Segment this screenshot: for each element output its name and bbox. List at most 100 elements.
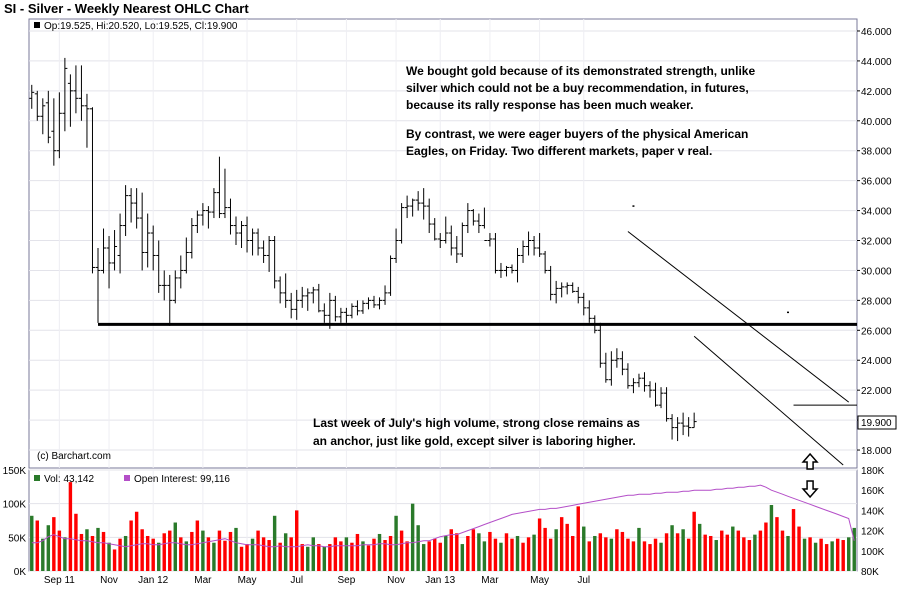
channel-lower-line [693,335,844,466]
volume-bar [780,530,785,571]
ohlc-bar [531,236,537,256]
annotation-top-line-5: Eagles, on Friday. Two different markets… [406,144,712,158]
ohlc-bar [56,92,62,159]
volume-bar [195,520,200,571]
volume-bar [372,538,376,571]
volume-bar [769,505,774,571]
ohlc-bar [261,240,267,263]
ohlc-bar [354,300,360,316]
volume-bar [609,538,614,571]
ohlc-bar [283,273,289,308]
volume-bar [515,535,520,571]
ohlc-bar [614,348,620,368]
volume-bar [565,523,569,571]
x-tick-label: May [238,575,257,586]
annotation-top-line-2: silver which could not be a buy recommen… [406,81,749,95]
ohlc-bar [641,372,647,392]
volume-bar [228,531,233,571]
price-grid [29,19,857,468]
ohlc-bar [664,387,670,422]
volume-y-tick-label: 150K [3,466,27,477]
volume-bar [681,529,685,571]
ohlc-bar [244,216,250,253]
ohlc-bar [509,264,515,274]
volume-y-tick-label: 0K [14,567,27,578]
ohlc-bar [647,381,653,398]
credit-text: (c) Barchart.com [37,451,111,462]
price-y-tick-label: 42.000 [861,87,892,98]
ohlc-bar [101,228,107,274]
volume-bar [201,530,205,571]
ohlc-bar [630,378,636,394]
ohlc-bar [570,282,576,293]
ohlc-bar [189,218,195,259]
volume-bar [383,540,387,571]
arrow-up-icon [801,452,819,470]
x-tick-label: Nov [100,575,118,586]
open-interest-y-tick-label: 140K [861,506,885,517]
volume-bar [703,534,707,571]
ohlc-bar [51,98,57,166]
volume-bar [791,509,796,571]
volume-bar [306,546,310,571]
volume-bar [444,535,448,571]
ohlc-bar [200,203,206,226]
arrow-down-icon [801,480,819,499]
volume-bar [107,542,111,571]
volume-bar [819,538,823,571]
volume-bar [449,529,453,571]
volume-bar [852,527,856,571]
volume-bar [267,540,271,571]
volume-bar [311,537,315,571]
ohlc-bar [415,191,421,211]
ohlc-bar [62,57,68,132]
volume-bar [250,538,255,571]
ohlc-bar [45,90,51,144]
ohlc-bar [437,233,443,248]
ohlc-bar [653,382,659,407]
ohlc-bar [250,228,256,256]
open-interest-y-tick-label: 180K [861,466,885,477]
volume-bar [377,533,382,571]
ohlc-bar [272,236,278,289]
volume-bar [68,482,73,571]
ohlc-bar [658,387,664,409]
open-interest-legend: Open Interest: 99,116 [134,474,230,485]
volume-y-tick-label: 100K [3,500,27,511]
volume-bar [571,535,575,571]
ohlc-bar [388,255,394,296]
volume-bar [548,538,553,571]
ohlc-bar [597,322,603,368]
volume-bar [637,527,641,571]
ohlc-bar [205,206,211,229]
ohlc-bar [432,218,438,241]
volume-bar [659,542,663,571]
volume-bar [46,525,51,571]
volume-bar [322,546,327,571]
volume-bar [709,535,713,571]
ohlc-bar [338,307,344,323]
volume-bar [582,526,586,571]
ohlc-bar [29,84,35,109]
volume-bar [344,537,349,571]
volume-bar [79,533,84,571]
price-y-tick-label: 24.000 [861,356,892,367]
volume-bar [101,531,106,571]
x-tick-label: Jan 13 [425,575,455,586]
ohlc-bar [78,65,84,121]
ohlc-bars [29,57,697,442]
volume-bar [510,538,514,571]
ohlc-bar [686,417,692,437]
volume-bar [455,533,459,571]
volume-bar [256,530,260,571]
volume-bar [642,541,647,571]
price-y-tick-label: 28.000 [861,296,892,307]
ohlc-bar [332,295,338,322]
ohlc-bar [520,240,526,263]
annotation-top-line-3: because its rally response has been much… [406,98,693,112]
volume-bar [532,534,536,571]
ohlc-bar [465,203,471,234]
volume-bar [145,535,150,571]
ohlc-bar [216,156,222,219]
